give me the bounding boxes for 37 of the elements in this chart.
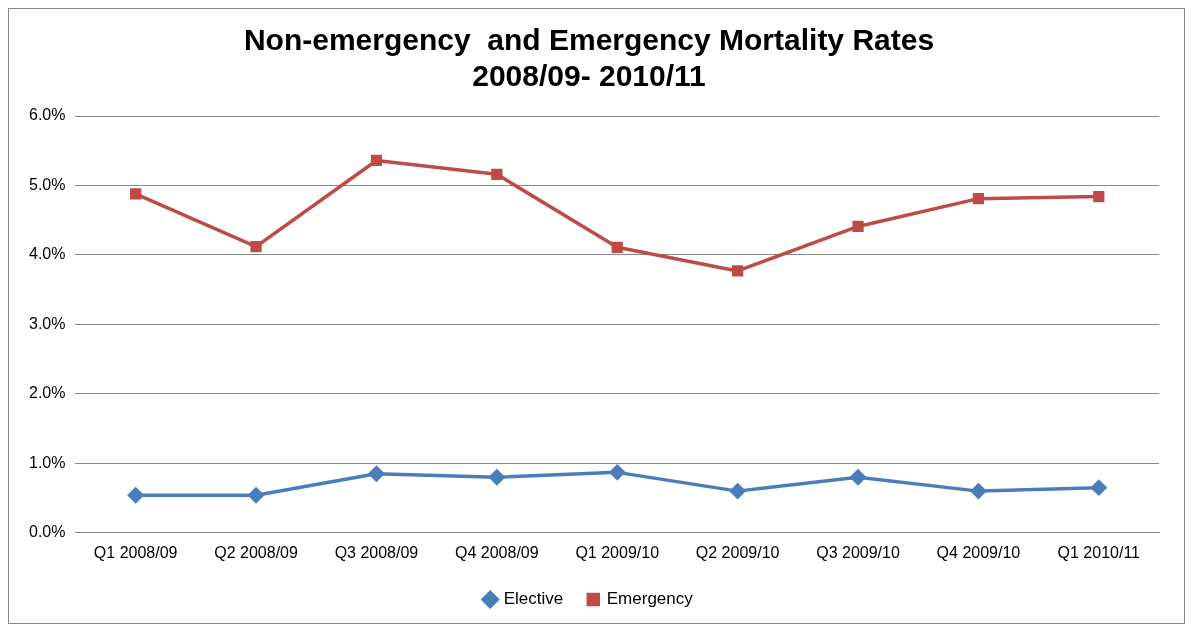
x-tick-label: Q4 2009/10 — [936, 543, 1021, 561]
point — [368, 466, 385, 482]
y-tick-label: 5.0% — [29, 175, 66, 193]
point — [1093, 190, 1105, 203]
point — [370, 154, 383, 167]
point — [489, 469, 505, 485]
y-tick-label: 1.0% — [29, 453, 66, 471]
point — [491, 168, 503, 180]
chart-title: Non-emergency and Emergency Mortality Rates 2008/09- 2010/11 — [243, 23, 935, 93]
legend-label: Emergency — [606, 589, 694, 609]
legend-label: Elective — [503, 589, 564, 609]
point — [250, 240, 262, 253]
point — [1091, 479, 1107, 496]
x-tick-label: Q4 2008/09 — [455, 543, 539, 561]
point — [850, 469, 866, 485]
y-tick-label: 0.0% — [29, 523, 66, 541]
y-tick-label: 3.0% — [29, 314, 66, 332]
y-tick-label: 6.0% — [29, 106, 66, 124]
x-tick-label: Q2 2008/09 — [214, 543, 298, 561]
point — [852, 220, 864, 233]
x-tick-label: Q3 2008/09 — [334, 543, 419, 561]
point — [731, 265, 744, 277]
point — [248, 487, 264, 504]
x-tick-label: Q1 2009/10 — [575, 543, 660, 561]
y-tick-label: 4.0% — [29, 245, 66, 263]
y-tick-label: 2.0% — [29, 384, 66, 402]
point — [130, 188, 142, 200]
point — [127, 487, 144, 504]
x-tick-label: Q1 2008/09 — [93, 543, 178, 561]
point — [729, 483, 746, 499]
point — [611, 241, 623, 253]
point — [972, 193, 985, 205]
point — [970, 483, 987, 499]
x-tick-label: Q1 2010/11 — [1057, 543, 1141, 561]
x-tick-label: Q3 2009/10 — [816, 543, 900, 561]
point — [609, 464, 625, 481]
x-tick-label: Q2 2009/10 — [695, 543, 780, 561]
